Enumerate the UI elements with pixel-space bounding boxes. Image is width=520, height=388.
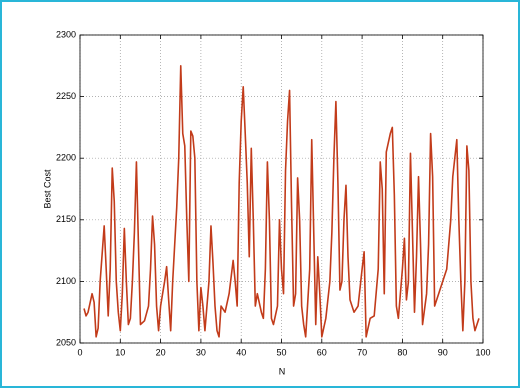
y-tick-label: 2100	[56, 276, 76, 286]
x-tick-label: 90	[438, 347, 448, 357]
y-tick-label: 2200	[56, 153, 76, 163]
x-axis-label: N	[279, 366, 286, 376]
x-tick-label: 50	[276, 347, 286, 357]
x-tick-label: 0	[77, 347, 82, 357]
x-tick-label: 60	[317, 347, 327, 357]
x-tick-label: 30	[196, 347, 206, 357]
x-tick-label: 20	[156, 347, 166, 357]
x-tick-label: 10	[115, 347, 125, 357]
axes-box	[79, 34, 484, 344]
y-axis-label: Best Cost	[42, 169, 52, 209]
x-tick-label: 40	[236, 347, 246, 357]
x-tick-label: 80	[397, 347, 407, 357]
y-tick-label: 2150	[56, 214, 76, 224]
data-line	[83, 65, 480, 338]
x-tick-label: 70	[357, 347, 367, 357]
y-tick-label: 2250	[56, 91, 76, 101]
y-tick-label: 2300	[56, 29, 76, 39]
x-tick-label: 100	[475, 347, 490, 357]
y-tick-label: 2050	[56, 337, 76, 347]
